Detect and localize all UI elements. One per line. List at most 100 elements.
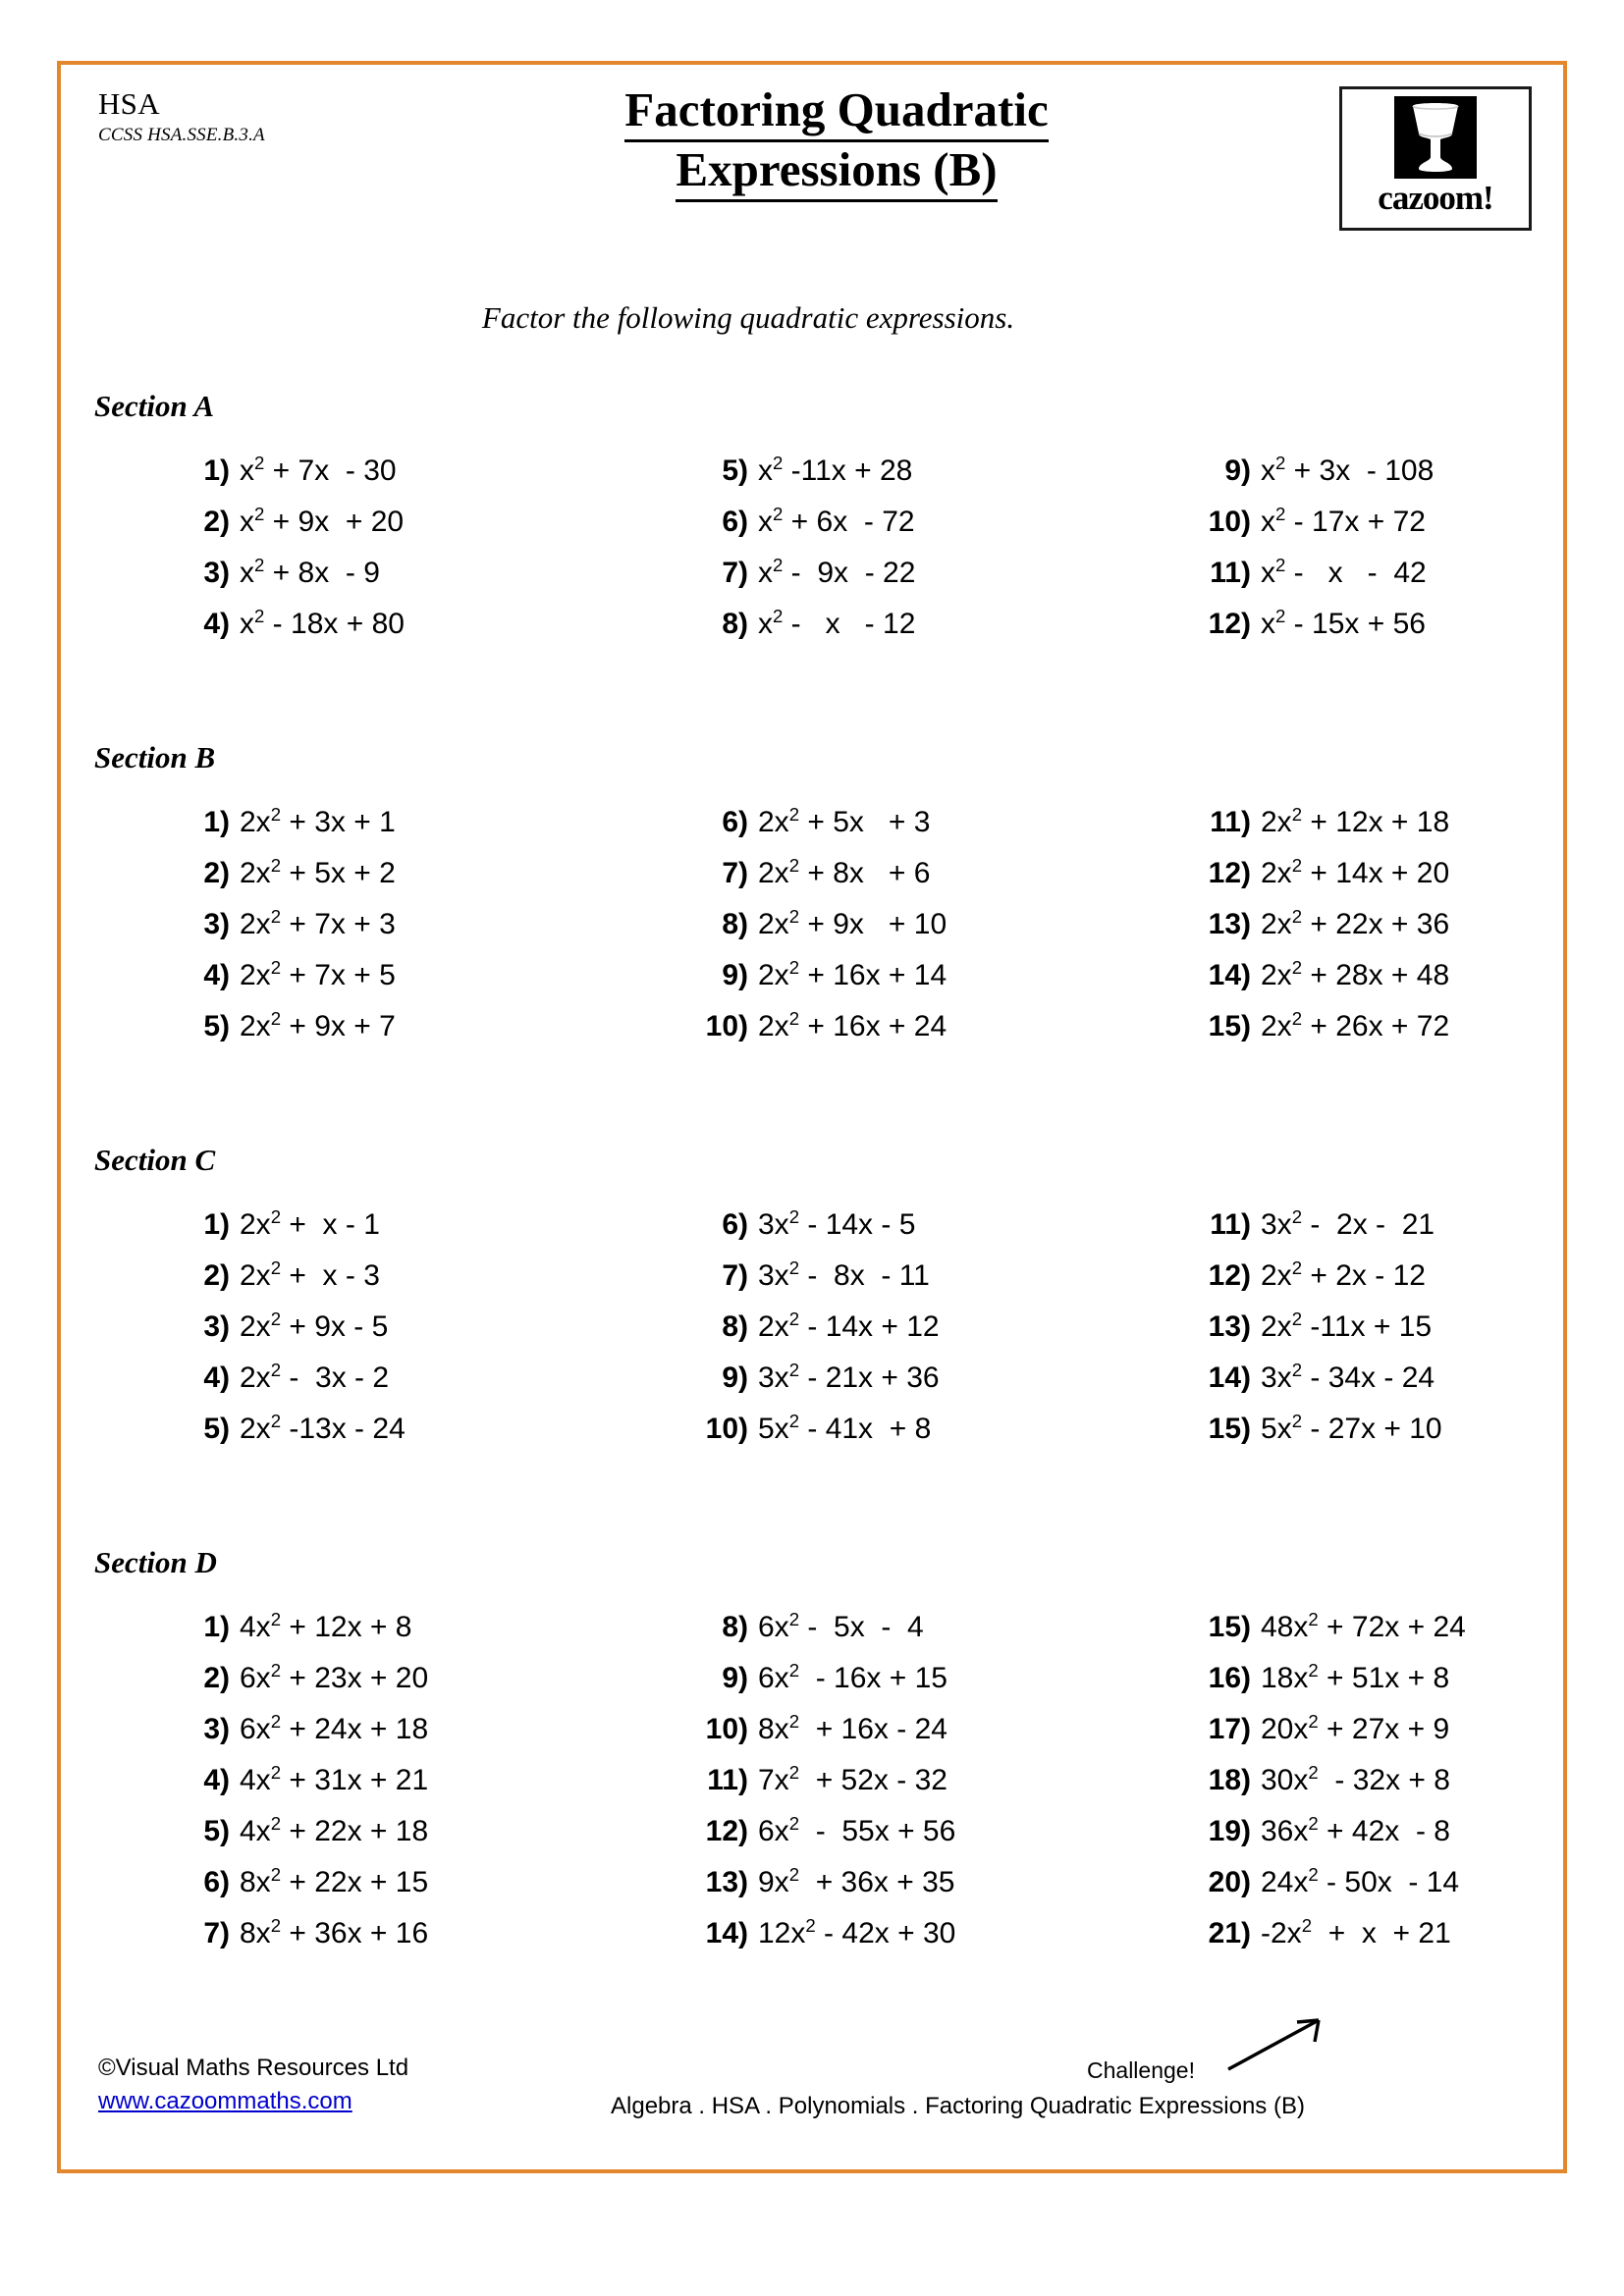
question-expression: 2x2 + 12x + 18 — [1261, 804, 1450, 838]
question-expression: 4x2 + 12x + 8 — [240, 1609, 412, 1643]
question-item: 13) 2x2 + 22x + 36 — [1198, 906, 1450, 958]
question-number: 4) — [203, 959, 230, 991]
question-item: 7) 8x2 + 36x + 16 — [177, 1916, 428, 1967]
question-number: 5) — [203, 1413, 230, 1445]
question-column: 6) 2x2 + 5x + 3 7) 2x2 + 8x + 6 8) 2x2 + 9x +… — [695, 805, 947, 1060]
question-item: 1) 2x2 + 3x + 1 — [177, 805, 395, 856]
question-number: 11) — [707, 1764, 748, 1796]
question-number: 8) — [722, 1310, 748, 1343]
question-number: 1) — [203, 1611, 230, 1643]
question-number: 19) — [1208, 1815, 1251, 1847]
question-expression: 12x2 - 42x + 30 — [758, 1915, 956, 1949]
question-item: 12) 2x2 + 14x + 20 — [1198, 856, 1450, 907]
question-number: 14) — [705, 1917, 748, 1949]
question-column: 1) x2 + 7x - 30 2) x2 + 9x + 20 3) x2 + 8x - … — [177, 454, 405, 658]
question-column: 1) 2x2 + 3x + 1 2) 2x2 + 5x + 2 3) 2x2 + 7x +… — [177, 805, 396, 1060]
question-item: 2) 6x2 + 23x + 20 — [177, 1661, 428, 1712]
question-expression: x2 - x - 12 — [758, 606, 916, 640]
question-expression: 2x2 + 9x + 7 — [240, 1008, 396, 1042]
question-expression: 7x2 + 52x - 32 — [758, 1762, 947, 1796]
question-number: 10) — [705, 1713, 748, 1745]
section-b: Section B 1) 2x2 + 3x + 1 2) 2x2 + 5x + 2 3) 2… — [61, 740, 1563, 1060]
question-number: 11) — [1210, 557, 1251, 589]
page-title-line-1: Factoring Quadratic — [624, 82, 1049, 142]
question-number: 18) — [1208, 1764, 1251, 1796]
drum-icon — [1394, 96, 1477, 179]
question-number: 9) — [722, 959, 748, 991]
question-item: 5) 2x2 -13x - 24 — [177, 1411, 406, 1463]
question-item: 8) 6x2 - 5x - 4 — [695, 1610, 955, 1661]
question-number: 2) — [203, 1259, 230, 1292]
question-expression: 2x2 - 14x + 12 — [758, 1308, 940, 1343]
question-expression: 48x2 + 72x + 24 — [1261, 1609, 1466, 1643]
question-number: 6) — [203, 1866, 230, 1898]
question-expression: 3x2 - 21x + 36 — [758, 1360, 940, 1394]
question-number: 5) — [203, 1815, 230, 1847]
question-item: 10) x2 - 17x + 72 — [1198, 505, 1434, 556]
question-expression: 2x2 + x - 1 — [240, 1206, 380, 1241]
worksheet-page: HSA CCSS HSA.SSE.B.3.A Factoring Quadrat… — [57, 61, 1567, 2173]
question-item: 4) 4x2 + 31x + 21 — [177, 1763, 428, 1814]
page-footer: ©Visual Maths Resources Ltd www.cazoomma… — [61, 2052, 1563, 2146]
question-item: 11) 3x2 - 2x - 21 — [1198, 1207, 1442, 1258]
question-expression: 3x2 - 34x - 24 — [1261, 1360, 1435, 1394]
question-number: 12) — [1208, 857, 1251, 889]
question-item: 10) 2x2 + 16x + 24 — [695, 1009, 947, 1060]
question-expression: 6x2 - 16x + 15 — [758, 1660, 947, 1694]
question-number: 4) — [203, 608, 230, 640]
ccss-standard: CCSS HSA.SSE.B.3.A — [98, 124, 265, 145]
question-expression: 8x2 + 22x + 15 — [240, 1864, 429, 1898]
question-number: 8) — [722, 608, 748, 640]
question-columns: 1) 2x2 + x - 1 2) 2x2 + x - 3 3) 2x2 + 9x - 5… — [61, 1207, 1563, 1463]
question-number: 15) — [1208, 1010, 1251, 1042]
question-item: 6) x2 + 6x - 72 — [695, 505, 915, 556]
question-number: 11) — [1210, 806, 1251, 838]
question-number: 1) — [203, 806, 230, 838]
question-expression: 2x2 + 2x - 12 — [1261, 1257, 1426, 1292]
question-item: 5) 4x2 + 22x + 18 — [177, 1814, 428, 1865]
question-expression: 6x2 + 23x + 20 — [240, 1660, 429, 1694]
question-number: 10) — [705, 1010, 748, 1042]
question-expression: x2 - 18x + 80 — [240, 606, 405, 640]
question-expression: x2 + 3x - 108 — [1261, 453, 1435, 487]
question-expression: 2x2 + 16x + 14 — [758, 957, 947, 991]
website-link[interactable]: www.cazoommaths.com — [98, 2088, 352, 2115]
cazoom-logo: cazoom! — [1339, 86, 1532, 231]
question-expression: 6x2 + 24x + 18 — [240, 1711, 429, 1745]
question-expression: 2x2 + 7x + 5 — [240, 957, 396, 991]
section-c: Section C 1) 2x2 + x - 1 2) 2x2 + x - 3 3) 2x2… — [61, 1143, 1563, 1463]
question-expression: 2x2 -13x - 24 — [240, 1411, 406, 1445]
breadcrumb: Algebra . HSA . Polynomials . Factoring … — [611, 2093, 1305, 2119]
question-number: 1) — [203, 454, 230, 487]
question-item: 3) 6x2 + 24x + 18 — [177, 1712, 428, 1763]
question-number: 3) — [203, 908, 230, 940]
question-expression: 2x2 + 9x - 5 — [240, 1308, 389, 1343]
logo-wordmark: cazoom! — [1378, 179, 1493, 217]
question-expression: 5x2 - 27x + 10 — [1261, 1411, 1442, 1445]
question-item: 8) 2x2 - 14x + 12 — [695, 1308, 940, 1361]
section-a: Section A 1) x2 + 7x - 30 2) x2 + 9x + 20 3) x… — [61, 389, 1563, 658]
question-number: 12) — [1208, 1259, 1251, 1292]
question-expression: 24x2 - 50x - 14 — [1261, 1864, 1460, 1898]
question-number: 6) — [722, 806, 748, 838]
question-number: 7) — [722, 857, 748, 889]
question-column: 6) 3x2 - 14x - 5 7) 3x2 - 8x - 11 8) 2x2 - 14… — [695, 1207, 940, 1463]
question-item: 4) x2 - 18x + 80 — [177, 607, 405, 658]
question-item: 11) x2 - x - 42 — [1198, 556, 1434, 607]
question-number: 21) — [1208, 1917, 1251, 1949]
question-expression: x2 + 9x + 20 — [240, 504, 405, 538]
question-item: 11) 2x2 + 12x + 18 — [1198, 805, 1449, 856]
question-item: 9) 3x2 - 21x + 36 — [695, 1360, 940, 1412]
question-item: 10) 5x2 - 41x + 8 — [695, 1412, 940, 1463]
question-number: 12) — [705, 1815, 748, 1847]
question-number: 13) — [1208, 1310, 1251, 1343]
question-expression: 8x2 + 16x - 24 — [758, 1711, 947, 1745]
question-expression: 2x2 + 8x + 6 — [758, 855, 931, 889]
question-item: 6) 3x2 - 14x - 5 — [695, 1207, 940, 1258]
question-item: 3) 2x2 + 7x + 3 — [177, 907, 395, 958]
question-expression: 30x2 - 32x + 8 — [1261, 1762, 1450, 1796]
question-item: 6) 8x2 + 22x + 15 — [177, 1865, 428, 1916]
question-number: 8) — [722, 1611, 748, 1643]
question-item: 5) 2x2 + 9x + 7 — [177, 1008, 396, 1060]
question-expression: 2x2 + 22x + 36 — [1261, 906, 1450, 940]
